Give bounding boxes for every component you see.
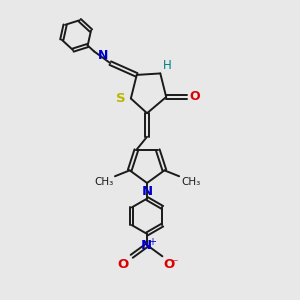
Text: N: N (141, 238, 152, 252)
Text: CH₃: CH₃ (181, 177, 200, 187)
Text: ⁻: ⁻ (171, 257, 178, 270)
Text: CH₃: CH₃ (94, 177, 113, 187)
Text: S: S (116, 92, 126, 105)
Text: H: H (163, 59, 172, 72)
Text: O: O (164, 258, 175, 271)
Text: N: N (98, 49, 108, 62)
Text: N: N (142, 185, 153, 198)
Text: +: + (148, 237, 156, 247)
Text: O: O (118, 258, 129, 271)
Text: O: O (189, 91, 200, 103)
